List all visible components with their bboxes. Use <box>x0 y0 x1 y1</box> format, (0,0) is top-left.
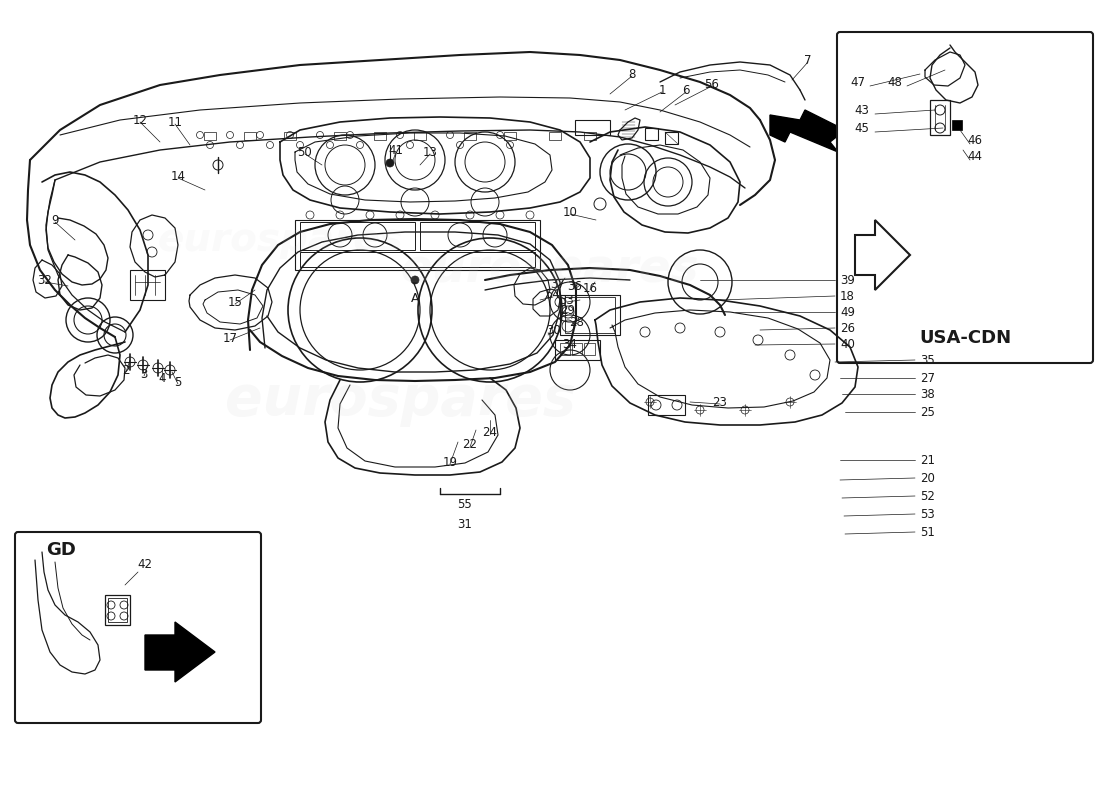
Text: 52: 52 <box>920 490 935 502</box>
Text: 45: 45 <box>855 122 869 134</box>
Text: 36: 36 <box>568 281 582 294</box>
Text: 54: 54 <box>546 289 560 302</box>
Text: 40: 40 <box>840 338 855 350</box>
Circle shape <box>411 276 419 284</box>
Text: 56: 56 <box>705 78 719 90</box>
Polygon shape <box>770 110 845 152</box>
Text: 47: 47 <box>850 75 866 89</box>
Text: 35: 35 <box>920 354 935 366</box>
Text: 24: 24 <box>483 426 497 438</box>
Text: 19: 19 <box>442 455 458 469</box>
Text: A: A <box>410 291 419 305</box>
Text: 6: 6 <box>682 83 690 97</box>
Text: eurospares: eurospares <box>224 373 575 427</box>
Text: 18: 18 <box>840 290 855 302</box>
Polygon shape <box>145 622 214 682</box>
Text: 31: 31 <box>458 518 472 531</box>
Polygon shape <box>952 120 962 130</box>
Text: 51: 51 <box>920 526 935 538</box>
Text: 15: 15 <box>228 295 242 309</box>
Text: 11: 11 <box>167 115 183 129</box>
Text: 28: 28 <box>570 315 584 329</box>
Text: 29: 29 <box>561 303 575 317</box>
Text: 32: 32 <box>37 274 53 286</box>
FancyBboxPatch shape <box>837 32 1093 363</box>
Text: 20: 20 <box>920 471 935 485</box>
Text: 9: 9 <box>52 214 58 226</box>
Circle shape <box>386 159 394 167</box>
Text: 30: 30 <box>547 323 561 337</box>
Text: 16: 16 <box>583 282 597 294</box>
Text: 34: 34 <box>562 338 578 351</box>
Text: 55: 55 <box>458 498 472 511</box>
Text: 37: 37 <box>551 278 565 291</box>
Text: 53: 53 <box>920 507 935 521</box>
Text: 27: 27 <box>920 371 935 385</box>
Text: 8: 8 <box>628 67 636 81</box>
Text: 12: 12 <box>132 114 147 126</box>
Text: 48: 48 <box>888 75 902 89</box>
Text: 21: 21 <box>920 454 935 466</box>
Text: 39: 39 <box>840 274 855 286</box>
Text: 46: 46 <box>968 134 982 146</box>
Text: 3: 3 <box>141 367 147 381</box>
Text: 23: 23 <box>713 395 727 409</box>
Text: 7: 7 <box>804 54 812 66</box>
Text: 42: 42 <box>138 558 153 571</box>
Text: 22: 22 <box>462 438 477 451</box>
Text: 26: 26 <box>840 322 855 334</box>
Text: GD: GD <box>46 541 76 559</box>
Text: 38: 38 <box>920 387 935 401</box>
Text: 44: 44 <box>968 150 982 163</box>
Text: 1: 1 <box>658 83 666 97</box>
Text: 49: 49 <box>840 306 855 318</box>
Text: 5: 5 <box>174 375 182 389</box>
Text: eurospares: eurospares <box>157 221 403 259</box>
Text: 41: 41 <box>388 143 404 157</box>
Text: 33: 33 <box>560 294 574 306</box>
Text: eurospares: eurospares <box>400 247 700 293</box>
Text: 13: 13 <box>422 146 438 158</box>
Text: 17: 17 <box>222 331 238 345</box>
Text: 43: 43 <box>855 103 869 117</box>
Text: 10: 10 <box>562 206 578 218</box>
FancyBboxPatch shape <box>15 532 261 723</box>
Text: 2: 2 <box>122 363 130 377</box>
Text: USA-CDN: USA-CDN <box>918 329 1011 347</box>
Text: 25: 25 <box>920 406 935 418</box>
Text: 50: 50 <box>298 146 312 158</box>
Text: 14: 14 <box>170 170 186 182</box>
Text: 4: 4 <box>158 371 166 385</box>
